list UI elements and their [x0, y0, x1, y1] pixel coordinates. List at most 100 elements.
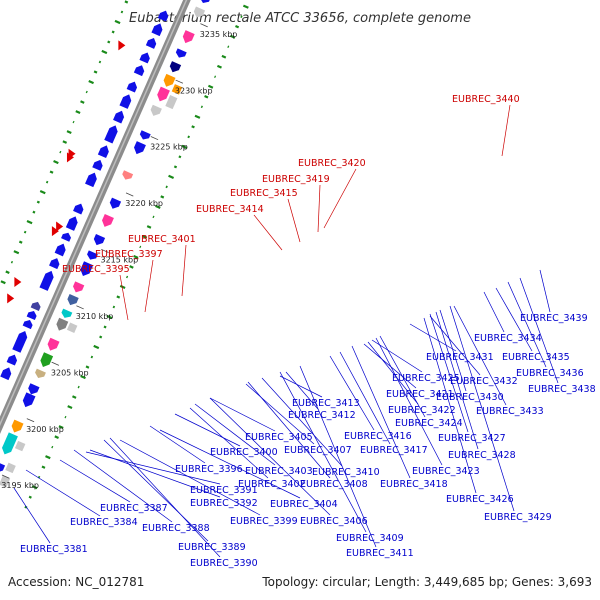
reverse-gene-label: EUBREC_3404 [270, 499, 338, 510]
gc-tick-inner [85, 365, 90, 369]
gc-tick-inner [103, 325, 107, 329]
reverse-leader [189, 407, 269, 479]
reverse-leader [339, 351, 391, 445]
gc-tick-outer [98, 60, 102, 64]
gc-tick-outer [93, 70, 98, 74]
reverse-gene-label: EUBREC_3396 [175, 464, 243, 475]
reverse-gene-label: EUBREC_3413 [292, 398, 360, 409]
reverse-leader [435, 311, 479, 450]
reverse-gene-label: EUBREC_3410 [312, 467, 380, 478]
gc-tick-inner [126, 275, 129, 279]
gc-tick-inner [90, 355, 94, 359]
reverse-leader [209, 397, 276, 432]
gene-forward [126, 81, 138, 93]
reverse-leader [371, 339, 423, 373]
gc-tick-inner [37, 475, 41, 479]
gc-tick-inner [187, 135, 190, 139]
trna-marker [56, 221, 64, 232]
scale-tick-label: 3195 kbp [1, 481, 39, 490]
reverse-leader [453, 305, 507, 406]
gene-forward [61, 232, 72, 242]
gc-tick-inner [116, 295, 121, 299]
gc-tick-outer [120, 10, 124, 14]
reverse-leader [539, 269, 551, 313]
reverse-leader [247, 381, 331, 479]
gene-forward [26, 310, 37, 321]
gc-tick-inner [216, 64, 222, 69]
forward-leader [181, 244, 187, 297]
reverse-gene-label: EUBREC_3406 [300, 516, 368, 527]
scale-tick-mark [200, 23, 208, 28]
gc-tick-inner [41, 465, 46, 469]
gene-reverse [35, 368, 46, 378]
scale-ticks: 3195 kbp 3200 kbp 3205 kbp 3210 kbp 3215 kbp… [1, 23, 237, 490]
gene-forward [49, 258, 60, 270]
gc-tick-inner [67, 405, 73, 410]
gene-forward [139, 52, 150, 64]
forward-leader [501, 104, 511, 157]
scale-tick-label: 3225 kbp [150, 143, 188, 152]
gene-forward [133, 65, 145, 77]
reverse-leader [409, 323, 457, 352]
reverse-gene-label: EUBREC_3423 [412, 466, 480, 477]
gc-tick-inner [155, 204, 161, 209]
reverse-leader [429, 315, 481, 376]
reverse-gene-label: EUBREC_3408 [300, 479, 368, 490]
gene-forward [73, 203, 84, 215]
gene-forward [97, 145, 109, 159]
reverse-leader [363, 343, 417, 389]
gene-forward [92, 159, 103, 171]
reverse-gene-label: EUBREC_3433 [476, 406, 544, 417]
forward-leader [253, 214, 283, 251]
gc-tick-inner [160, 195, 165, 199]
reverse-gene-label: EUBREC_3400 [210, 447, 278, 458]
gc-tick-outer [114, 19, 121, 25]
backbone-highlight [0, 0, 188, 427]
gc-tick-inner [133, 254, 139, 259]
reverse-leader [375, 337, 443, 466]
reverse-leader [495, 287, 533, 352]
reverse-gene-label: EUBREC_3425 [392, 373, 460, 384]
scale-tick-label: 3215 kbp [101, 256, 139, 265]
gc-tick-outer [36, 200, 40, 204]
reverse-gene-label: EUBREC_3392 [190, 498, 258, 509]
gc-tick-outer [111, 30, 115, 34]
gc-tick-inner [191, 125, 195, 129]
reverse-gene-label: EUBREC_3424 [395, 418, 463, 429]
reverse-gene-label: EUBREC_3381 [20, 544, 88, 555]
gc-tick-inner [242, 4, 249, 9]
forward-gene-label: EUBREC_3415 [230, 188, 298, 199]
genome-backbone [0, 0, 191, 434]
reverse-leader [279, 371, 367, 533]
gc-tick-outer [101, 49, 108, 55]
gc-tick-outer [45, 180, 49, 184]
reverse-leader [507, 281, 547, 368]
reverse-gene-label: EUBREC_3426 [446, 494, 514, 505]
gc-tick-inner [93, 344, 100, 350]
reverse-leader [13, 487, 51, 544]
gc-tick-inner [173, 165, 178, 169]
gc-tick-inner [178, 155, 182, 159]
reverse-gene-label: EUBREC_3428 [448, 450, 516, 461]
reverse-gene-label: EUBREC_3399 [230, 516, 298, 527]
gene-forward [157, 10, 169, 22]
reverse-gene-label: EUBREC_3418 [380, 479, 448, 490]
gc-tick-outer [59, 150, 62, 154]
gc-tick-outer [49, 170, 54, 174]
reverse-gene-label: EUBREC_3432 [450, 376, 518, 387]
scale-tick-mark [76, 305, 84, 310]
gene-forward [54, 243, 66, 257]
accession-text: Accession: NC_012781 [8, 575, 144, 589]
gc-tick-outer [5, 270, 10, 274]
gene-reverse [73, 281, 85, 293]
gene-reverse-secondary [5, 462, 16, 474]
gc-tick-inner [146, 225, 152, 229]
reverse-leader [519, 277, 559, 384]
gene-forward [85, 172, 97, 188]
gene-forward [30, 301, 41, 311]
reverse-gene-label: EUBREC_3388 [142, 523, 210, 534]
gc-tick-inner [112, 305, 116, 309]
gc-tick-inner [152, 215, 155, 219]
gene-forward [151, 23, 163, 37]
